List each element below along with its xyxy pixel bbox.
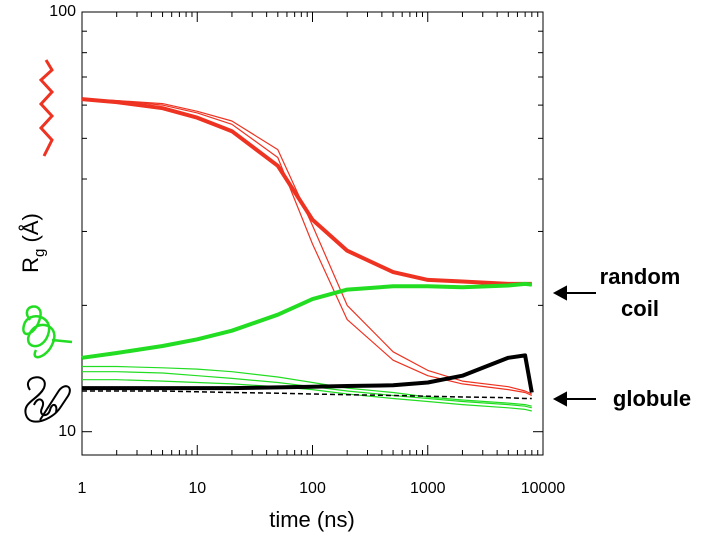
annotation: random bbox=[600, 264, 681, 289]
series-line bbox=[82, 371, 532, 409]
x-tick-label: 10 bbox=[188, 480, 206, 497]
annotation: coil bbox=[621, 296, 659, 321]
globule-icon bbox=[24, 376, 71, 423]
y-label-suffix: (Å) bbox=[18, 213, 43, 248]
y-tick-label: 100 bbox=[49, 3, 76, 20]
extended-chain-icon bbox=[38, 59, 55, 157]
y-label-main: R bbox=[18, 257, 43, 273]
annotation: globule bbox=[613, 386, 691, 411]
y-tick-label: 10 bbox=[58, 423, 76, 440]
series-line bbox=[82, 390, 532, 400]
series-line bbox=[81, 281, 533, 360]
series-line bbox=[82, 353, 534, 393]
x-tick-label: 100 bbox=[299, 480, 326, 497]
y-axis-label: Rg (Å) bbox=[18, 213, 49, 273]
arrows bbox=[552, 285, 596, 407]
series-line bbox=[82, 379, 532, 412]
random-coil-icon bbox=[22, 305, 73, 359]
arrow-head bbox=[552, 285, 567, 301]
x-axis-label: time (ns) bbox=[269, 507, 355, 532]
series-line bbox=[81, 98, 533, 395]
x-tick-label: 1000 bbox=[410, 480, 446, 497]
x-tick-label: 1 bbox=[78, 480, 87, 497]
arrow-head bbox=[552, 391, 567, 407]
series-line bbox=[81, 97, 532, 286]
x-tick-label: 10000 bbox=[521, 480, 566, 497]
y-label-sub: g bbox=[31, 249, 48, 257]
series-line bbox=[81, 98, 533, 397]
